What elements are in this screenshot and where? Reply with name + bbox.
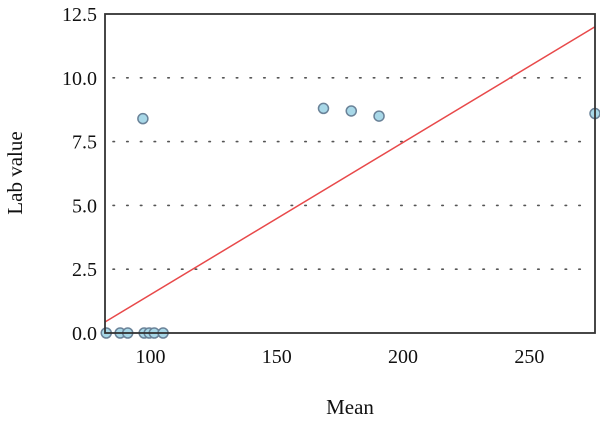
y-axis-ticks: 0.0 2.5 5.0 7.5 10.0 12.5 xyxy=(62,4,97,345)
y-tick-label: 0.0 xyxy=(72,323,97,345)
data-point xyxy=(137,112,149,125)
plot-frame xyxy=(104,13,596,334)
x-tick-label: 150 xyxy=(262,346,292,368)
x-axis-ticks: 100 150 200 250 xyxy=(135,346,544,368)
data-point xyxy=(345,105,358,117)
axes-frame xyxy=(104,13,596,334)
regression-line-path xyxy=(104,26,596,323)
data-point xyxy=(373,110,385,122)
y-axis-label: Lab value xyxy=(3,131,27,214)
y-tick-label: 10.0 xyxy=(62,68,97,90)
y-tick-label: 7.5 xyxy=(72,132,97,154)
data-point xyxy=(317,102,330,115)
regression-line xyxy=(104,26,596,323)
x-tick-label: 100 xyxy=(135,346,165,368)
x-tick-label: 250 xyxy=(514,346,544,368)
y-tick-label: 12.5 xyxy=(62,4,97,26)
x-tick-label: 200 xyxy=(388,346,418,368)
data-points xyxy=(100,102,600,339)
y-tick-label: 2.5 xyxy=(72,259,97,281)
y-tick-label: 5.0 xyxy=(72,195,97,217)
x-axis-label: Mean xyxy=(326,395,374,419)
